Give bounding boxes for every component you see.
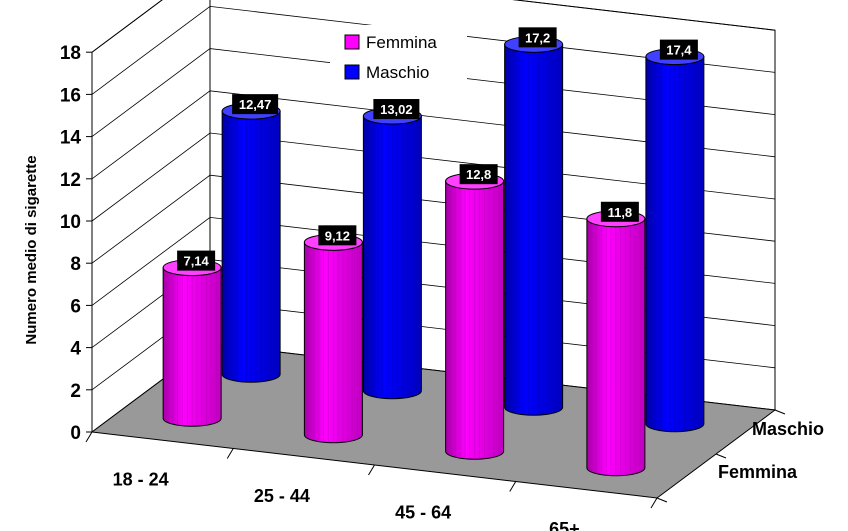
gridline <box>91 48 776 137</box>
gridline <box>91 0 776 53</box>
data-label-bg <box>518 27 557 48</box>
bars: 12,47 13,02 17,2 17,4 7,14 9,12 12,8 11,8 <box>162 27 705 477</box>
data-label-bg <box>459 164 498 185</box>
category-label: 45 - 64 <box>395 502 451 522</box>
data-label-bg <box>600 201 639 222</box>
series-tick-mark <box>774 409 786 415</box>
y-tick-label: 10 <box>60 212 81 233</box>
legend-label-femmina: Femmina <box>366 33 437 52</box>
legend-label-maschio: Maschio <box>366 63 429 82</box>
category-label: 25 - 44 <box>254 486 310 506</box>
x-tick-mark <box>650 497 658 509</box>
gridline <box>91 90 776 180</box>
data-label-bg <box>318 225 357 246</box>
bar-femmina: 12,8 <box>445 164 505 460</box>
x-tick-mark <box>85 431 93 443</box>
gridline <box>91 132 776 222</box>
data-label: 12,47 <box>239 97 272 112</box>
bar-maschio: 17,4 <box>645 39 705 433</box>
data-label: 11,8 <box>608 205 633 220</box>
series-axis-labels: Maschio Femmina <box>718 419 824 482</box>
series-axis-label: Maschio <box>752 419 824 439</box>
series-axis-label: Femmina <box>718 462 798 482</box>
bar-femmina: 11,8 <box>586 201 646 477</box>
y-tick-label: 0 <box>70 423 81 444</box>
data-label-bg <box>232 94 279 115</box>
data-label-bg <box>373 99 420 120</box>
data-label-bg <box>659 39 698 60</box>
y-tick-labels: 0 2 4 6 8 10 12 14 16 18 <box>60 43 82 444</box>
category-labels: 18 - 24 25 - 44 45 - 64 65+ <box>113 469 580 531</box>
series-tick-mark <box>656 497 668 503</box>
y-tick-label: 14 <box>60 128 82 149</box>
y-axis-label: Numero medio di sigarette <box>23 155 40 344</box>
y-tick-label: 16 <box>60 85 81 106</box>
gridline <box>91 5 776 95</box>
category-label: 65+ <box>549 519 580 531</box>
data-label: 17,4 <box>666 43 692 58</box>
y-tick-label: 8 <box>70 254 81 275</box>
data-label: 12,8 <box>466 167 491 182</box>
bar-femmina: 9,12 <box>303 225 363 444</box>
y-tick-label: 18 <box>60 43 81 64</box>
category-label: 18 - 24 <box>113 469 169 489</box>
series-tick-mark <box>715 453 727 459</box>
legend-swatch-femmina <box>344 34 360 50</box>
x-tick-mark <box>368 464 375 476</box>
bar-maschio: 17,2 <box>504 27 564 416</box>
y-tick-label: 4 <box>70 339 81 360</box>
y-tick-label: 12 <box>60 170 81 191</box>
x-tick-mark <box>226 448 234 459</box>
x-tick-mark <box>509 481 517 492</box>
data-label: 13,02 <box>380 102 413 117</box>
legend-swatch-maschio <box>344 64 360 80</box>
y-tick-label: 2 <box>70 381 81 402</box>
data-label: 17,2 <box>525 30 550 45</box>
data-label-bg <box>177 250 216 271</box>
y-tick-label: 6 <box>70 296 81 317</box>
bar-maschio: 12,47 <box>221 94 281 383</box>
data-label: 9,12 <box>325 228 350 243</box>
bar-maschio: 13,02 <box>362 99 422 400</box>
legend: Femmina Maschio <box>330 25 467 87</box>
data-label: 7,14 <box>183 254 209 269</box>
chart-axes <box>85 51 786 509</box>
bar-femmina: 7,14 <box>162 250 222 427</box>
